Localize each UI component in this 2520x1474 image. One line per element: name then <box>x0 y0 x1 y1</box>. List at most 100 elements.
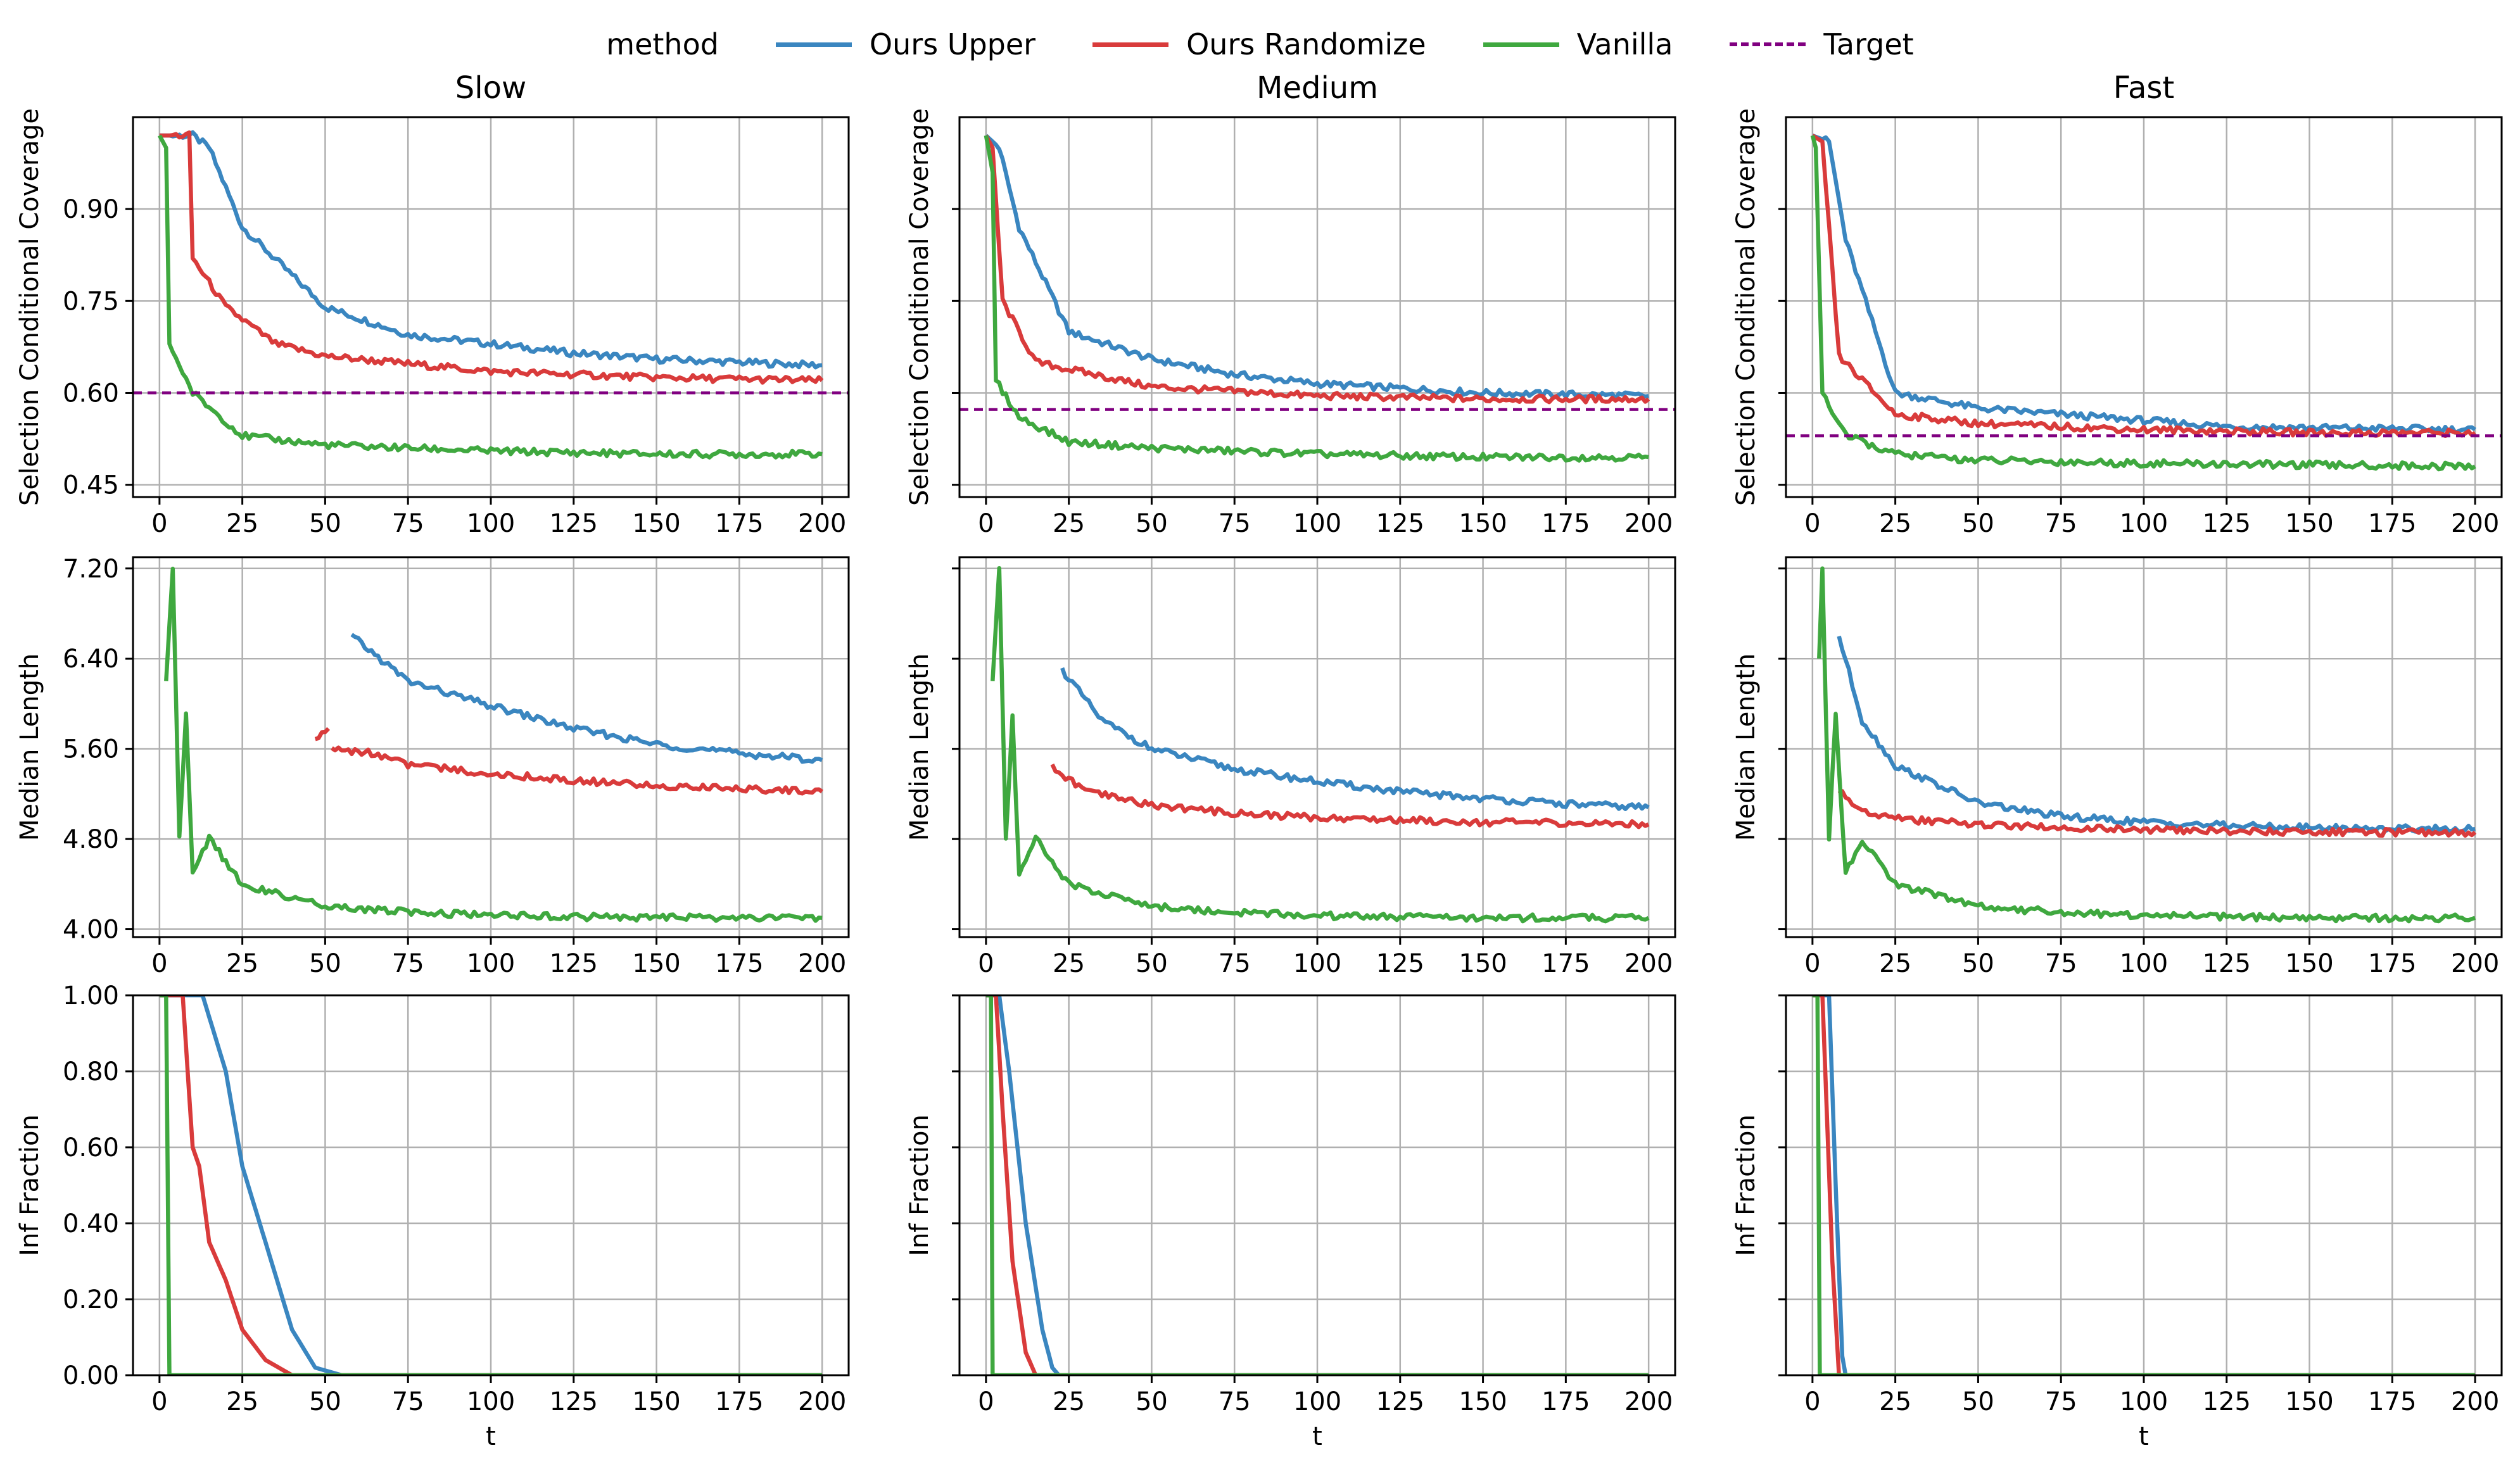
legend-label: Ours Randomize <box>1186 27 1426 61</box>
series-line-ours-randomize <box>159 995 823 1375</box>
x-tick-label: 175 <box>2368 949 2416 978</box>
series-line-ours-randomize <box>159 130 824 385</box>
x-tick-label: 0 <box>1804 1387 1820 1416</box>
series-group <box>1817 566 2477 924</box>
series-line-ours-randomize <box>1837 789 2477 838</box>
x-tick-label: 25 <box>1053 1387 1085 1416</box>
x-tick-label: 0 <box>151 1387 167 1416</box>
subplot-inf-fraction-slow <box>125 994 850 1383</box>
subplot-inf-fraction-fast <box>1778 994 2503 1383</box>
y-axis-label: Selection Conditional Coverage <box>15 108 44 506</box>
series-line-ours-upper <box>1060 667 1650 812</box>
x-tick-label: 100 <box>2120 509 2168 538</box>
x-tick-label: 125 <box>550 949 598 978</box>
legend-title: method <box>606 27 719 61</box>
x-tick-label: 150 <box>2285 1387 2333 1416</box>
x-tick-label: 175 <box>2368 509 2416 538</box>
x-tick-label: 200 <box>1624 509 1673 538</box>
series-line-vanilla <box>158 134 823 460</box>
x-tick-label: 25 <box>226 1387 258 1416</box>
y-tick-label: 4.00 <box>63 916 119 945</box>
y-tick-label: 0.75 <box>63 287 119 316</box>
x-tick-label: 175 <box>715 1387 763 1416</box>
series-line-ours-randomize <box>1811 134 2476 438</box>
series-group <box>984 134 1650 463</box>
series-line-ours-randomize <box>984 134 1650 405</box>
x-tick-label: 100 <box>467 1387 515 1416</box>
y-tick-label: 5.60 <box>63 735 119 764</box>
x-tick-label: 100 <box>2120 949 2168 978</box>
x-tick-label: 50 <box>1962 1387 1994 1416</box>
column-title-slow: Slow <box>455 70 526 106</box>
x-tick-label: 100 <box>2120 1387 2168 1416</box>
series-line-ours-upper <box>159 130 823 370</box>
series-line-ours-randomize <box>314 727 331 741</box>
y-tick-label: 0.00 <box>63 1361 119 1390</box>
x-tick-label: 200 <box>1624 949 1673 978</box>
x-tick-label: 75 <box>1219 1387 1251 1416</box>
x-tick-label: 125 <box>1376 949 1424 978</box>
x-tick-label: 175 <box>715 509 763 538</box>
x-axis-label: t <box>2139 1422 2149 1451</box>
legend-line-icon <box>1092 42 1169 47</box>
x-tick-label: 75 <box>2045 1387 2077 1416</box>
x-tick-label: 0 <box>978 949 994 978</box>
x-tick-label: 50 <box>1136 949 1168 978</box>
x-axis-label: t <box>486 1422 496 1451</box>
x-tick-label: 75 <box>2045 509 2077 538</box>
legend-label: Target <box>1823 27 1914 61</box>
x-tick-label: 150 <box>1459 509 1507 538</box>
x-tick-label: 200 <box>1624 1387 1673 1416</box>
series-line-ours-upper <box>984 134 1649 401</box>
x-tick-label: 200 <box>2451 1387 2499 1416</box>
subplot-selection-conditional-coverage-medium <box>952 116 1676 505</box>
x-tick-label: 100 <box>1293 509 1341 538</box>
subplot-selection-conditional-coverage-fast <box>1778 116 2503 505</box>
y-axis-label: Inf Fraction <box>1732 1114 1761 1256</box>
legend-line-icon <box>775 42 852 47</box>
legend: method Ours Upper Ours Randomize Vanilla… <box>0 19 2520 70</box>
x-tick-label: 50 <box>1962 509 1994 538</box>
x-tick-label: 50 <box>1136 1387 1168 1416</box>
subplot-median-length-medium <box>952 556 1676 945</box>
legend-label: Vanilla <box>1576 27 1673 61</box>
series-line-vanilla <box>984 135 1649 463</box>
x-tick-label: 75 <box>2045 949 2077 978</box>
legend-item-target: Target <box>1730 27 1914 61</box>
x-tick-label: 150 <box>1459 1387 1507 1416</box>
x-tick-label: 150 <box>632 949 680 978</box>
x-tick-label: 50 <box>1962 949 1994 978</box>
x-tick-label: 50 <box>309 949 341 978</box>
x-tick-label: 100 <box>467 509 515 538</box>
x-tick-label: 200 <box>798 1387 846 1416</box>
subplot-selection-conditional-coverage-slow <box>125 116 850 505</box>
legend-dashed-line-icon <box>1730 42 1806 46</box>
x-tick-label: 125 <box>1376 509 1424 538</box>
legend-item-ours-randomize: Ours Randomize <box>1092 27 1426 61</box>
x-axis-label: t <box>1312 1422 1322 1451</box>
subplot-median-length-fast <box>1778 556 2503 945</box>
x-tick-label: 25 <box>226 949 258 978</box>
x-tick-label: 100 <box>1293 949 1341 978</box>
x-tick-label: 125 <box>2203 1387 2251 1416</box>
x-tick-label: 200 <box>798 509 846 538</box>
series-group <box>1810 133 2476 472</box>
x-tick-label: 150 <box>1459 949 1507 978</box>
x-tick-label: 0 <box>151 509 167 538</box>
series-group <box>164 567 823 923</box>
x-tick-label: 125 <box>2203 509 2251 538</box>
x-tick-label: 100 <box>467 949 515 978</box>
x-tick-label: 0 <box>978 509 994 538</box>
series-group <box>159 995 823 1375</box>
x-tick-label: 175 <box>1542 1387 1590 1416</box>
x-tick-label: 175 <box>2368 1387 2416 1416</box>
x-tick-label: 100 <box>1293 1387 1341 1416</box>
x-tick-label: 25 <box>1053 949 1085 978</box>
x-tick-label: 150 <box>632 1387 680 1416</box>
x-tick-label: 0 <box>978 1387 994 1416</box>
y-tick-label: 0.40 <box>63 1209 119 1238</box>
series-group <box>991 565 1650 924</box>
y-tick-label: 1.00 <box>63 981 119 1011</box>
x-tick-label: 125 <box>550 509 598 538</box>
y-axis-label: Selection Conditional Coverage <box>905 108 934 506</box>
